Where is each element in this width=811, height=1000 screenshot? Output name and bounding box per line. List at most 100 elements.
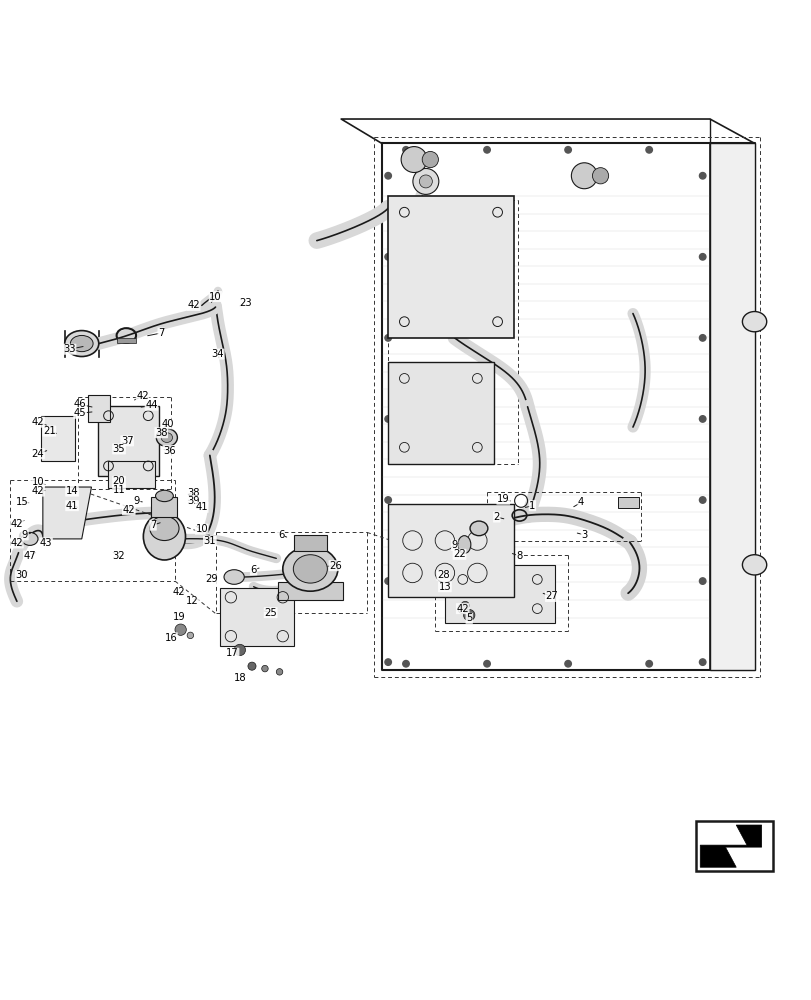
Text: 19: 19 bbox=[496, 494, 509, 504]
Text: 13: 13 bbox=[438, 582, 451, 592]
Circle shape bbox=[384, 254, 391, 260]
Text: 42: 42 bbox=[136, 391, 148, 401]
Text: 3: 3 bbox=[581, 530, 586, 540]
Text: 26: 26 bbox=[328, 561, 341, 571]
Text: 1: 1 bbox=[529, 501, 535, 511]
Text: 42: 42 bbox=[32, 486, 45, 496]
Circle shape bbox=[402, 147, 409, 153]
Text: 34: 34 bbox=[212, 349, 224, 359]
Circle shape bbox=[261, 665, 268, 672]
Text: 9: 9 bbox=[22, 530, 28, 540]
Ellipse shape bbox=[22, 532, 38, 545]
Text: 20: 20 bbox=[113, 476, 125, 486]
Text: 15: 15 bbox=[15, 497, 28, 507]
Circle shape bbox=[698, 254, 705, 260]
Text: 16: 16 bbox=[165, 633, 177, 643]
Text: 38: 38 bbox=[187, 488, 200, 498]
Circle shape bbox=[645, 661, 651, 667]
Text: 32: 32 bbox=[113, 551, 125, 561]
Text: 21: 21 bbox=[43, 426, 56, 436]
Bar bbox=[277, 582, 342, 600]
Circle shape bbox=[698, 173, 705, 179]
Circle shape bbox=[402, 661, 409, 667]
Circle shape bbox=[463, 609, 474, 621]
Ellipse shape bbox=[282, 547, 337, 591]
Text: 30: 30 bbox=[15, 570, 28, 580]
Circle shape bbox=[401, 147, 427, 173]
Circle shape bbox=[698, 497, 705, 503]
Circle shape bbox=[384, 416, 391, 422]
Bar bbox=[444, 565, 555, 623]
Text: 9: 9 bbox=[134, 496, 139, 506]
Circle shape bbox=[698, 659, 705, 665]
Circle shape bbox=[461, 601, 469, 609]
Text: 22: 22 bbox=[453, 549, 466, 559]
Text: 4: 4 bbox=[577, 497, 583, 507]
Text: 2: 2 bbox=[493, 512, 500, 522]
Circle shape bbox=[174, 624, 186, 635]
Circle shape bbox=[564, 147, 571, 153]
Circle shape bbox=[384, 659, 391, 665]
Ellipse shape bbox=[470, 521, 487, 536]
Text: 41: 41 bbox=[66, 501, 78, 511]
Circle shape bbox=[234, 644, 245, 656]
Text: 35: 35 bbox=[113, 444, 125, 454]
Text: 27: 27 bbox=[545, 591, 558, 601]
Circle shape bbox=[412, 168, 438, 194]
Ellipse shape bbox=[156, 490, 173, 502]
Text: 42: 42 bbox=[456, 604, 469, 614]
Text: 42: 42 bbox=[11, 538, 24, 548]
Bar bbox=[219, 588, 294, 646]
Ellipse shape bbox=[157, 429, 177, 446]
Text: 36: 36 bbox=[163, 446, 175, 456]
Bar bbox=[695, 821, 772, 871]
Circle shape bbox=[384, 335, 391, 341]
Text: 6: 6 bbox=[250, 565, 256, 575]
Text: 10: 10 bbox=[195, 524, 208, 534]
Ellipse shape bbox=[71, 335, 93, 352]
Text: 7: 7 bbox=[158, 328, 164, 338]
Text: 14: 14 bbox=[66, 486, 78, 496]
Bar bbox=[709, 143, 753, 670]
Text: 9: 9 bbox=[451, 540, 457, 550]
Circle shape bbox=[483, 147, 490, 153]
Circle shape bbox=[571, 163, 597, 189]
Text: 38: 38 bbox=[155, 428, 167, 438]
Ellipse shape bbox=[144, 513, 185, 560]
Bar bbox=[618, 497, 638, 508]
Text: 29: 29 bbox=[205, 574, 217, 584]
Bar bbox=[294, 535, 326, 551]
Ellipse shape bbox=[150, 516, 178, 541]
Bar bbox=[388, 504, 513, 597]
Text: 24: 24 bbox=[32, 449, 45, 459]
Polygon shape bbox=[41, 416, 75, 461]
Polygon shape bbox=[88, 395, 110, 422]
Ellipse shape bbox=[293, 555, 327, 583]
Circle shape bbox=[422, 151, 438, 168]
Text: 45: 45 bbox=[74, 408, 86, 418]
Polygon shape bbox=[98, 406, 159, 476]
Text: 5: 5 bbox=[466, 613, 472, 623]
Circle shape bbox=[384, 497, 391, 503]
Text: 12: 12 bbox=[186, 596, 198, 606]
Ellipse shape bbox=[741, 555, 766, 575]
Circle shape bbox=[698, 335, 705, 341]
Text: 19: 19 bbox=[173, 612, 185, 622]
Text: 42: 42 bbox=[122, 505, 135, 515]
Text: 7: 7 bbox=[150, 520, 156, 530]
Circle shape bbox=[384, 578, 391, 584]
Circle shape bbox=[247, 662, 255, 670]
Circle shape bbox=[187, 632, 193, 639]
Circle shape bbox=[698, 578, 705, 584]
Text: 42: 42 bbox=[11, 519, 24, 529]
Text: 25: 25 bbox=[264, 608, 277, 618]
Text: 43: 43 bbox=[40, 538, 52, 548]
Bar bbox=[152, 497, 177, 517]
Text: 33: 33 bbox=[63, 344, 75, 354]
Polygon shape bbox=[43, 487, 92, 539]
Text: 23: 23 bbox=[239, 298, 251, 308]
Text: 40: 40 bbox=[161, 419, 174, 429]
Text: 42: 42 bbox=[32, 417, 45, 427]
Circle shape bbox=[592, 168, 608, 184]
Bar bbox=[388, 196, 513, 338]
